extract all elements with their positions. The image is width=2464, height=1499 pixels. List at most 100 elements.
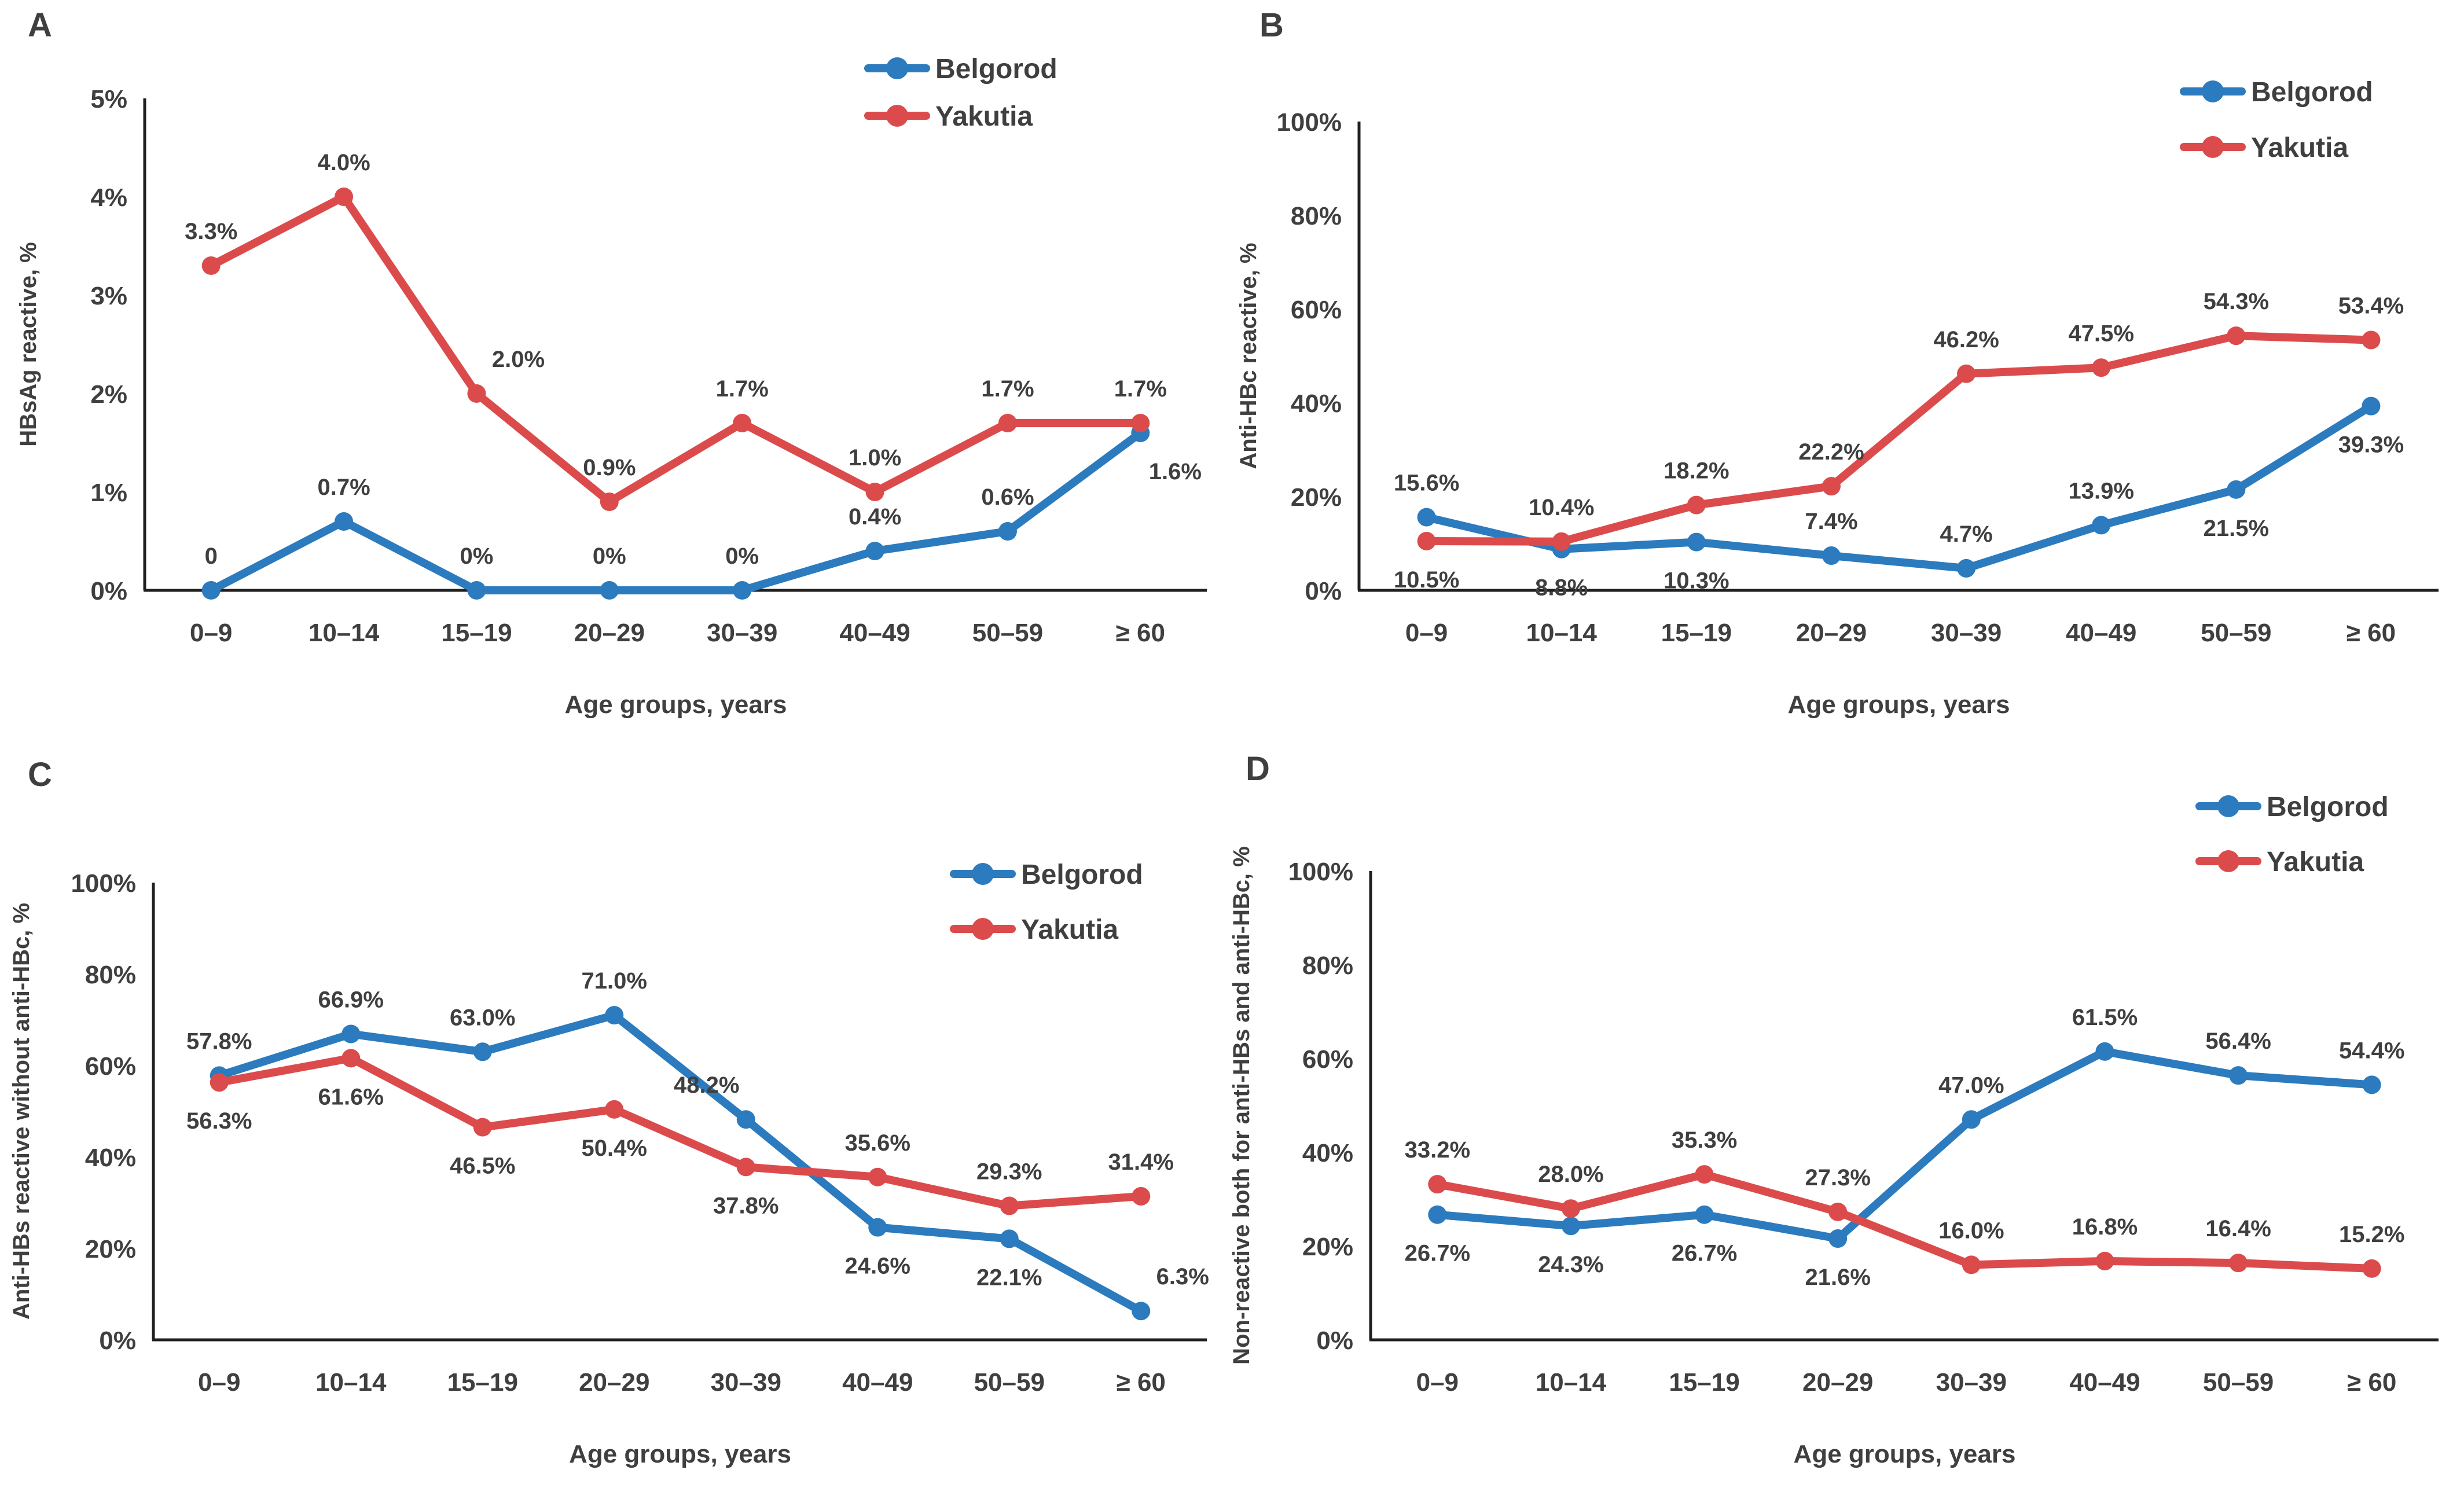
marker-yakutia	[2229, 1254, 2248, 1273]
x-tick-label: 0–9	[1405, 619, 1448, 647]
data-label-yakutia: 4.0%	[317, 150, 370, 175]
x-tick-label: 10–14	[315, 1368, 387, 1397]
x-axis-title: Age groups, years	[569, 1440, 791, 1468]
legend-marker-dot	[972, 863, 994, 885]
x-tick-label: 15–19	[1661, 619, 1732, 647]
x-tick-label: 10–14	[309, 619, 380, 647]
data-label-yakutia: 1.7%	[1114, 376, 1167, 402]
legend-label: Belgorod	[2251, 77, 2373, 108]
panel-letter-a: A	[28, 6, 52, 44]
marker-yakutia	[201, 256, 221, 275]
legend-marker-dot	[886, 57, 908, 79]
data-label-belgorod: 0.4%	[849, 504, 901, 530]
y-tick-label: 0%	[1316, 1327, 1353, 1355]
x-tick-label: 40–49	[842, 1368, 913, 1397]
marker-belgorod	[2227, 480, 2246, 499]
marker-belgorod	[1962, 1110, 1981, 1129]
y-tick-label: 20%	[85, 1235, 136, 1263]
data-label-belgorod: 8.8%	[1535, 575, 1588, 601]
data-label-belgorod: 10.3%	[1664, 568, 1729, 594]
marker-yakutia	[2362, 1259, 2381, 1278]
legend-item-yakutia: Yakutia	[950, 914, 1118, 945]
legend-label: Yakutia	[2251, 133, 2348, 163]
y-tick-label: 40%	[85, 1144, 136, 1172]
data-label-belgorod: 0%	[460, 543, 494, 569]
chart-svg-B: 0% 20% 40% 60% 80% 100% 0–9 10–14 15–19 20–29 30–3…	[1236, 77, 2439, 719]
legend-item-yakutia: Yakutia	[2180, 133, 2348, 163]
marker-belgorod	[1957, 559, 1976, 578]
series-line-yakutia	[1433, 1170, 2376, 1273]
data-label-yakutia: 27.3%	[1805, 1165, 1870, 1191]
panel-letter-c: C	[28, 756, 52, 793]
marker-belgorod	[733, 581, 752, 600]
panel-letter-d: D	[1246, 750, 1270, 788]
data-label-yakutia: 33.2%	[1405, 1137, 1470, 1163]
data-label-yakutia: 16.0%	[1938, 1218, 2004, 1243]
data-label-yakutia: 1.0%	[849, 445, 901, 471]
data-label-belgorod: 0.7%	[317, 475, 370, 500]
chart-anti-hbs-without-anti-hbc: 0% 20% 40% 60% 80% 100% 0–9 10–14 15–19 20–29 30–3…	[0, 750, 1232, 1499]
series-line-belgorod	[215, 1011, 1145, 1316]
data-label-yakutia: 61.6%	[318, 1084, 384, 1109]
marker-belgorod	[605, 1006, 624, 1025]
x-axis-title: Age groups, years	[1788, 690, 2010, 719]
marker-yakutia	[335, 188, 354, 206]
x-tick-label: 50–59	[972, 619, 1043, 647]
y-tick-label: 100%	[1276, 108, 1342, 137]
x-tick-label: 40–49	[839, 619, 910, 647]
data-label-yakutia: 18.2%	[1664, 458, 1729, 484]
data-label-yakutia: 28.0%	[1538, 1162, 1603, 1187]
panel-d: D 0% 20% 40% 60% 80% 100% 0–9 10–14 15–19 20–29 30…	[1232, 750, 2464, 1499]
y-tick-label: 0%	[1305, 577, 1342, 605]
marker-yakutia	[1428, 1175, 1447, 1194]
y-tick-label: 4%	[90, 183, 127, 212]
data-label-belgorod: 26.7%	[1405, 1241, 1470, 1266]
x-tick-label: 15–19	[441, 619, 512, 647]
marker-yakutia	[865, 483, 884, 501]
marker-belgorod	[335, 512, 354, 531]
marker-yakutia	[733, 414, 752, 432]
data-label-yakutia: 31.4%	[1108, 1149, 1174, 1175]
y-axis-title: Anti-HBs reactive without anti-HBc, %	[9, 903, 34, 1320]
data-label-belgorod: 0.6%	[981, 484, 1034, 510]
data-label-belgorod: 21.5%	[2204, 516, 2269, 541]
data-label-belgorod: 66.9%	[318, 987, 384, 1012]
panel-letter-b: B	[1259, 6, 1284, 44]
legend-label: Yakutia	[1021, 914, 1118, 945]
marker-yakutia	[1695, 1165, 1714, 1184]
x-tick-label: 50–59	[2203, 1368, 2274, 1397]
chart-svg-C: 0% 20% 40% 60% 80% 100% 0–9 10–14 15–19 20–29 30–3…	[9, 859, 1209, 1468]
y-tick-label: 100%	[1288, 858, 1353, 886]
data-label-belgorod: 39.3%	[2338, 432, 2404, 458]
marker-belgorod	[1828, 1229, 1848, 1248]
data-label-belgorod: 48.2%	[674, 1072, 739, 1098]
legend-marker-dot	[886, 105, 908, 127]
series-line-belgorod	[1433, 1047, 2376, 1243]
marker-belgorod	[2362, 396, 2381, 416]
legend-label: Belgorod	[935, 54, 1057, 84]
data-label-belgorod: 71.0%	[582, 968, 647, 994]
marker-belgorod	[865, 542, 884, 560]
series-line-belgorod	[207, 429, 1145, 594]
x-tick-label: 15–19	[1669, 1368, 1739, 1397]
marker-belgorod	[473, 1042, 492, 1061]
chart-svg-D: 0% 20% 40% 60% 80% 100% 0–9 10–14 15–19 20–29 30–3…	[1232, 792, 2439, 1468]
x-tick-label: 40–49	[2066, 619, 2136, 647]
x-tick-label: 15–19	[447, 1368, 518, 1397]
x-tick-label: 30–39	[1931, 619, 2002, 647]
marker-yakutia	[998, 414, 1017, 432]
x-tick-label: 50–59	[974, 1368, 1045, 1397]
data-label-belgorod: 15.6%	[1394, 471, 1459, 496]
x-tick-label: 30–39	[1936, 1368, 2007, 1397]
data-label-yakutia: 15.2%	[2339, 1222, 2404, 1247]
y-tick-label: 80%	[1291, 202, 1342, 230]
y-axis-title: Non-reactive both for anti-HBs and anti-…	[1232, 846, 1254, 1365]
y-tick-label: 60%	[1291, 296, 1342, 324]
series-line-yakutia	[1422, 332, 2375, 546]
marker-yakutia	[1957, 364, 1976, 383]
y-tick-label: 40%	[1302, 1139, 1353, 1167]
x-axis-title: Age groups, years	[565, 690, 787, 719]
marker-yakutia	[1561, 1199, 1580, 1218]
x-tick-label: ≥ 60	[1117, 1368, 1166, 1397]
